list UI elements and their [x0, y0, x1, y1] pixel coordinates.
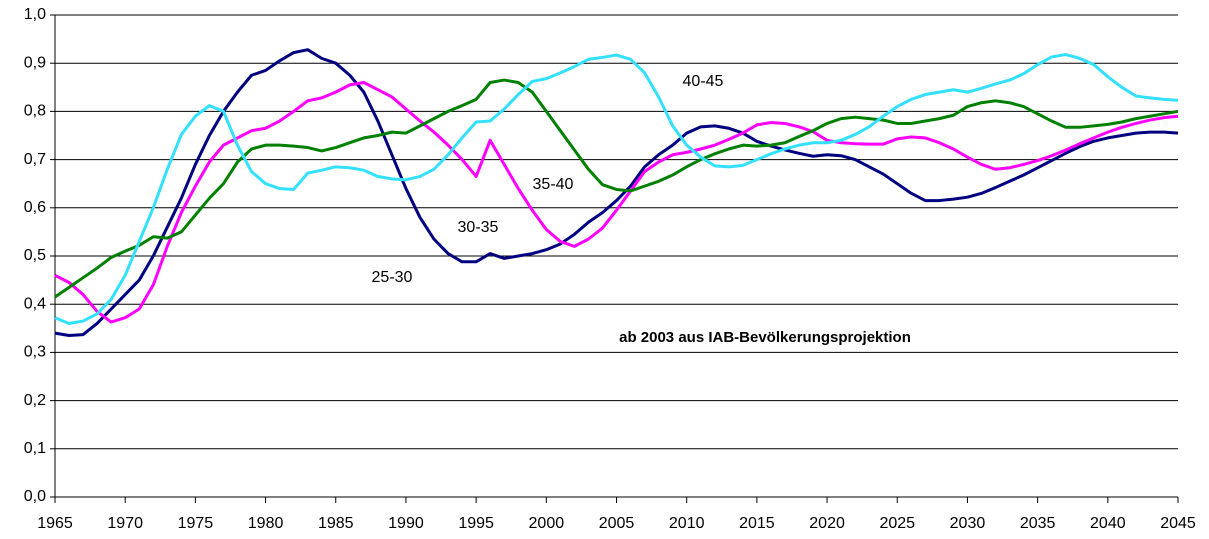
series-label: 30-35: [458, 219, 499, 236]
x-tick-label: 1980: [248, 515, 284, 532]
series-label: 35-40: [533, 176, 574, 193]
series-line: [54, 53, 1179, 325]
annotation: ab 2003 aus IAB-Bevölkerungsprojektion: [619, 329, 911, 346]
x-tick-label: 1970: [107, 515, 143, 532]
x-tick-label: 1990: [388, 515, 424, 532]
x-tick-label: 2000: [529, 515, 565, 532]
y-tick-label: 0,3: [24, 344, 46, 361]
x-tick-label: 2010: [669, 515, 705, 532]
x-tick-label: 2035: [1020, 515, 1056, 532]
x-tick-label: 2040: [1090, 515, 1126, 532]
y-tick-label: 0,6: [24, 199, 46, 216]
x-tick-label: 2015: [739, 515, 775, 532]
x-tick-label: 2025: [879, 515, 915, 532]
x-tick-label: 1985: [318, 515, 354, 532]
y-tick-label: 0,9: [24, 54, 46, 71]
x-tick-label: 1995: [458, 515, 494, 532]
x-tick-label: 2030: [950, 515, 986, 532]
series-line: [54, 80, 1179, 324]
x-tick-label: 2045: [1160, 515, 1196, 532]
y-tick-label: 0,4: [24, 295, 46, 312]
series-line: [54, 48, 1179, 338]
y-tick-label: 0,1: [24, 440, 46, 457]
series-label: 40-45: [683, 73, 724, 90]
y-tick-label: 0,2: [24, 392, 46, 409]
y-tick-label: 0,5: [24, 247, 46, 264]
y-tick-label: 1,0: [24, 6, 46, 23]
y-tick-label: 0,8: [24, 103, 46, 120]
x-tick-label: 2020: [809, 515, 845, 532]
x-tick-label: 1965: [37, 515, 73, 532]
y-tick-label: 0,7: [24, 151, 46, 168]
x-tick-label: 2005: [599, 515, 635, 532]
x-tick-label: 1975: [178, 515, 214, 532]
series-label: 25-30: [372, 269, 413, 286]
y-tick-label: 0,0: [24, 488, 46, 505]
series-line: [54, 78, 1179, 299]
